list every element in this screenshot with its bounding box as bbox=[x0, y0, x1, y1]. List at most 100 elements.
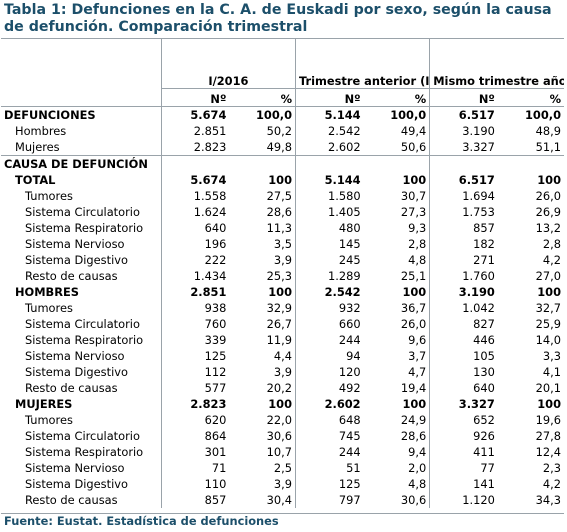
row-label: Sistema Nervioso bbox=[25, 349, 125, 363]
subheader-blank bbox=[1, 89, 161, 107]
row-label: Mujeres bbox=[15, 140, 60, 154]
cell-percent: 3,7 bbox=[408, 349, 427, 363]
cell-count: 145 bbox=[294, 236, 364, 252]
cell-percent: 100 bbox=[268, 397, 292, 411]
cell-count: 5.674 bbox=[160, 106, 230, 123]
cell-percent: 26,7 bbox=[266, 317, 292, 331]
cell-count: 6.517 bbox=[429, 106, 498, 123]
cell-count: 271 bbox=[429, 252, 498, 268]
cell-percent: 10,7 bbox=[266, 445, 292, 459]
cell-percent: 27,0 bbox=[535, 269, 561, 283]
cell-percent: 25,9 bbox=[535, 317, 561, 331]
cell-count: 577 bbox=[160, 380, 230, 396]
table-row: Sistema Respiratorio 301 10,7 244 9,4 411 12,4 bbox=[1, 444, 564, 460]
cell-count: 446 bbox=[429, 332, 498, 348]
row-label: Sistema Circulatorio bbox=[25, 317, 140, 331]
cell-count: 857 bbox=[429, 220, 498, 236]
cell-percent: 100 bbox=[268, 173, 292, 187]
row-label: Sistema Nervioso bbox=[25, 237, 125, 251]
cell-count: 2.823 bbox=[160, 396, 230, 412]
cell-percent: 50,6 bbox=[400, 140, 427, 154]
cell-count: 196 bbox=[160, 236, 230, 252]
cell-percent: 20,1 bbox=[535, 381, 561, 395]
cell-percent: 2,3 bbox=[542, 461, 561, 475]
cell-count: 640 bbox=[429, 380, 498, 396]
cell-count: 301 bbox=[160, 444, 230, 460]
table-body: DEFUNCIONES 5.674 100,0 5.144 100,0 6.517 100,… bbox=[1, 106, 564, 508]
cell-count: 857 bbox=[160, 492, 230, 508]
cell-count: 5.144 bbox=[294, 172, 364, 188]
table-row: Resto de causas 577 20,2 492 19,4 640 20,1 bbox=[1, 380, 564, 396]
subheader-num: Nº bbox=[294, 88, 364, 107]
cell-percent: 11,3 bbox=[266, 221, 292, 235]
row-label: Sistema Digestivo bbox=[25, 365, 128, 379]
cell-percent: 100 bbox=[402, 173, 427, 187]
cell-percent: 4,7 bbox=[408, 365, 427, 379]
table-row: Mujeres 2.823 49,8 2.602 50,6 3.327 51,1 bbox=[1, 139, 564, 156]
cell-percent: 3,3 bbox=[542, 349, 561, 363]
cell-count bbox=[294, 155, 364, 172]
cell-count: 120 bbox=[294, 364, 364, 380]
cell-percent: 20,2 bbox=[266, 381, 292, 395]
cell-percent: 30,6 bbox=[266, 429, 292, 443]
corner-cell bbox=[1, 38, 161, 89]
cell-percent bbox=[497, 155, 564, 172]
cell-percent: 9,4 bbox=[408, 445, 427, 459]
cell-count: 797 bbox=[294, 492, 364, 508]
cell-percent: 4,8 bbox=[408, 477, 427, 491]
cell-percent: 32,9 bbox=[266, 301, 292, 315]
table-row: Hombres 2.851 50,2 2.542 49,4 3.190 48,9 bbox=[1, 123, 564, 139]
cell-percent: 28,6 bbox=[266, 205, 292, 219]
header-period-previous: Trimestre anterior (IV/2015) bbox=[294, 38, 430, 89]
deaths-table: I/2016 Trimestre anterior (IV/2015) Mism… bbox=[1, 38, 564, 508]
cell-percent: 25,1 bbox=[400, 269, 427, 283]
cell-percent: 27,8 bbox=[535, 429, 561, 443]
cell-percent: 2,5 bbox=[273, 461, 292, 475]
table-row: Sistema Digestivo 222 3,9 245 4,8 271 4,2 bbox=[1, 252, 564, 268]
cell-percent: 30,6 bbox=[400, 493, 427, 507]
cell-count: 640 bbox=[160, 220, 230, 236]
cell-percent: 27,3 bbox=[400, 205, 427, 219]
cell-count: 745 bbox=[294, 428, 364, 444]
cell-count: 652 bbox=[429, 412, 498, 428]
cell-count: 182 bbox=[429, 236, 498, 252]
table-row: MUJERES 2.823 100 2.602 100 3.327 100 bbox=[1, 396, 564, 412]
cell-count: 3.190 bbox=[429, 123, 498, 139]
cell-percent: 30,4 bbox=[266, 493, 292, 507]
cell-percent: 3,9 bbox=[273, 477, 292, 491]
cell-count: 6.517 bbox=[429, 172, 498, 188]
cell-count: 71 bbox=[160, 460, 230, 476]
cell-count: 2.542 bbox=[294, 123, 364, 139]
row-label: Sistema Respiratorio bbox=[25, 221, 144, 235]
cell-count: 141 bbox=[429, 476, 498, 492]
cell-percent: 100 bbox=[402, 397, 427, 411]
table-row: Sistema Nervioso 71 2,5 51 2,0 77 2,3 bbox=[1, 460, 564, 476]
row-label: TOTAL bbox=[15, 173, 56, 187]
row-label: DEFUNCIONES bbox=[1, 106, 162, 123]
cell-count: 1.405 bbox=[294, 204, 364, 220]
cell-count: 245 bbox=[294, 252, 364, 268]
cell-percent bbox=[229, 155, 296, 172]
row-label: Hombres bbox=[15, 124, 67, 138]
cell-percent: 28,6 bbox=[400, 429, 427, 443]
cell-percent: 49,4 bbox=[400, 124, 427, 138]
cell-percent: 27,5 bbox=[266, 189, 292, 203]
cell-percent: 9,3 bbox=[408, 221, 427, 235]
cell-count: 112 bbox=[160, 364, 230, 380]
cell-count: 1.434 bbox=[160, 268, 230, 284]
cell-percent: 4,2 bbox=[542, 477, 561, 491]
cell-count: 938 bbox=[160, 300, 230, 316]
row-label: MUJERES bbox=[15, 397, 73, 411]
table-row: Sistema Respiratorio 640 11,3 480 9,3 857 13,2 bbox=[1, 220, 564, 236]
row-label: Resto de causas bbox=[25, 493, 118, 507]
cell-percent: 48,9 bbox=[535, 124, 561, 138]
subheader-pct: % bbox=[497, 88, 564, 107]
table-row: Resto de causas 1.434 25,3 1.289 25,1 1.760 27… bbox=[1, 268, 564, 284]
cell-count: 932 bbox=[294, 300, 364, 316]
cell-percent: 2,0 bbox=[408, 461, 427, 475]
table-row: Resto de causas 857 30,4 797 30,6 1.120 34,3 bbox=[1, 492, 564, 508]
cell-count: 244 bbox=[294, 444, 364, 460]
cell-count: 94 bbox=[294, 348, 364, 364]
cell-count: 77 bbox=[429, 460, 498, 476]
cell-percent: 51,1 bbox=[535, 140, 561, 154]
